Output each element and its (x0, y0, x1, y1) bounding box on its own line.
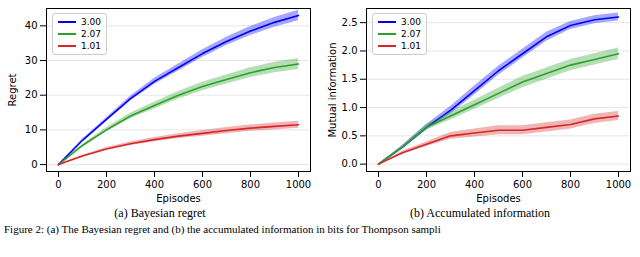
svg-text:200: 200 (417, 179, 436, 190)
svg-text:1000: 1000 (286, 179, 311, 190)
svg-text:600: 600 (513, 179, 532, 190)
html-text:2.07: 2.07 (401, 29, 421, 39)
svg-text:0.5: 0.5 (342, 130, 358, 141)
svg-text:1.0: 1.0 (342, 102, 358, 113)
svg-text:1.5: 1.5 (342, 73, 358, 84)
svg-text:2.0: 2.0 (342, 45, 358, 56)
svg-text:20: 20 (25, 89, 38, 100)
svg-text:400: 400 (465, 179, 484, 190)
svg-text:800: 800 (241, 179, 260, 190)
svg-text:0.0: 0.0 (342, 158, 358, 169)
svg-text:Mutual information: Mutual information (327, 42, 338, 137)
html-text:3.00: 3.00 (401, 17, 421, 27)
svg-text:Episodes: Episodes (476, 193, 520, 204)
svg-text:0: 0 (375, 179, 381, 190)
html-text:2.07: 2.07 (81, 29, 101, 39)
html-text:Figure 2: (a) The Bayesian reg: Figure 2: (a) The Bayesian regret and (b… (4, 223, 441, 235)
svg-text:400: 400 (145, 179, 164, 190)
svg-text:Episodes: Episodes (156, 193, 200, 204)
svg-text:2.5: 2.5 (342, 17, 358, 28)
html-text:(a) Bayesian regret: (a) Bayesian regret (114, 206, 206, 220)
svg-text:30: 30 (25, 55, 38, 66)
svg-text:Regret: Regret (7, 73, 18, 106)
html-text:1.01: 1.01 (401, 41, 421, 51)
html-text:1.01: 1.01 (81, 41, 101, 51)
svg-text:40: 40 (25, 20, 38, 31)
svg-text:600: 600 (193, 179, 212, 190)
html-text:(b) Accumulated information: (b) Accumulated information (410, 206, 550, 220)
html-text:3.00: 3.00 (81, 17, 101, 27)
svg-text:1000: 1000 (606, 179, 631, 190)
svg-text:0: 0 (31, 159, 37, 170)
svg-text:10: 10 (25, 124, 38, 135)
svg-text:0: 0 (55, 179, 61, 190)
svg-text:200: 200 (97, 179, 116, 190)
svg-text:800: 800 (561, 179, 580, 190)
